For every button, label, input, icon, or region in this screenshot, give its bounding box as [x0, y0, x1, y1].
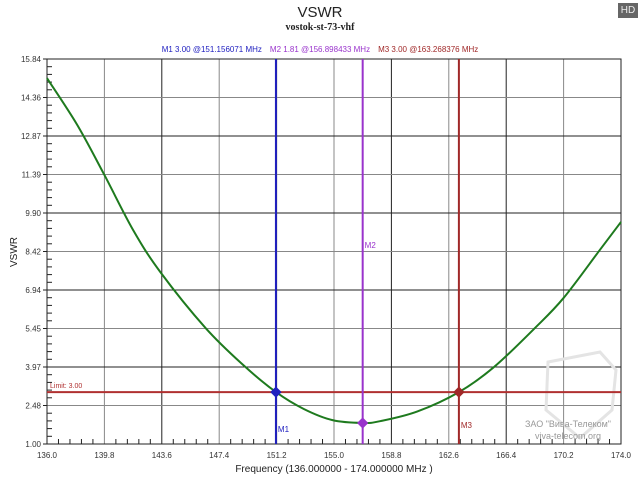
- y-tick-label: 2.48: [25, 402, 41, 411]
- axis-ticks: 136.0 139.8 143.6 147.4 151.2 155.0 158.8 162.6…: [21, 55, 632, 460]
- y-tick-label: 5.45: [25, 325, 41, 334]
- grid: [46, 58, 622, 445]
- y-tick-label: 3.97: [25, 363, 41, 372]
- hd-badge: HD: [618, 3, 638, 18]
- x-tick-label: 143.6: [152, 451, 173, 460]
- y-axis-label: VSWR: [9, 237, 20, 267]
- marker-label-m3: M3: [461, 421, 473, 430]
- y-tick-label: 6.94: [25, 286, 41, 295]
- vswr-series-line: [46, 77, 622, 425]
- watermark-shield-icon: [544, 350, 618, 440]
- marker-readout-m3: M3 3.00 @163.268376 MHz: [378, 45, 478, 54]
- y-tick-label: 1.00: [25, 440, 41, 449]
- marker-diamond-m2: [357, 417, 369, 429]
- x-tick-label: 166.4: [496, 451, 517, 460]
- chart-subtitle: vostok-st-73-vhf: [286, 22, 356, 33]
- marker-diamond-m1: [270, 386, 282, 398]
- marker-readout-m2: M2 1.81 @156.898433 MHz: [270, 45, 370, 54]
- chart-title: VSWR: [298, 4, 343, 21]
- y-tick-label: 15.84: [21, 55, 42, 64]
- x-tick-label: 151.2: [267, 451, 288, 460]
- markers-layer: Limit: 3.00 M1 M2 M3: [47, 59, 621, 444]
- x-axis-label: Frequency (136.000000 - 174.000000 MHz ): [235, 464, 432, 475]
- series-layer: [46, 77, 622, 425]
- x-tick-label: 170.2: [554, 451, 575, 460]
- y-tick-label: 8.42: [25, 248, 41, 257]
- x-tick-label: 147.4: [209, 451, 230, 460]
- watermark: ЗАО "Вива-Телеком" viva-telecom.org: [525, 350, 618, 441]
- marker-readouts: M1 3.00 @151.156071 MHz M2 1.81 @156.8984…: [162, 45, 479, 54]
- watermark-line2: viva-telecom.org: [535, 431, 601, 441]
- y-tick-label: 12.87: [21, 132, 42, 141]
- marker-readout-m1: M1 3.00 @151.156071 MHz: [162, 45, 262, 54]
- x-tick-label: 158.8: [381, 451, 402, 460]
- marker-diamond-m3: [453, 386, 465, 398]
- marker-label-m2: M2: [365, 241, 377, 250]
- y-tick-label: 11.39: [22, 171, 42, 180]
- x-tick-label: 136.0: [37, 451, 58, 460]
- x-tick-label: 155.0: [324, 451, 345, 460]
- limit-label: Limit: 3.00: [50, 383, 82, 390]
- x-tick-label: 139.8: [94, 451, 115, 460]
- marker-label-m1: M1: [278, 425, 290, 434]
- y-tick-label: 9.90: [25, 209, 41, 218]
- y-tick-label: 14.36: [21, 94, 42, 103]
- x-tick-label: 162.6: [439, 451, 460, 460]
- watermark-line1: ЗАО "Вива-Телеком": [525, 419, 611, 429]
- x-tick-label: 174.0: [611, 451, 632, 460]
